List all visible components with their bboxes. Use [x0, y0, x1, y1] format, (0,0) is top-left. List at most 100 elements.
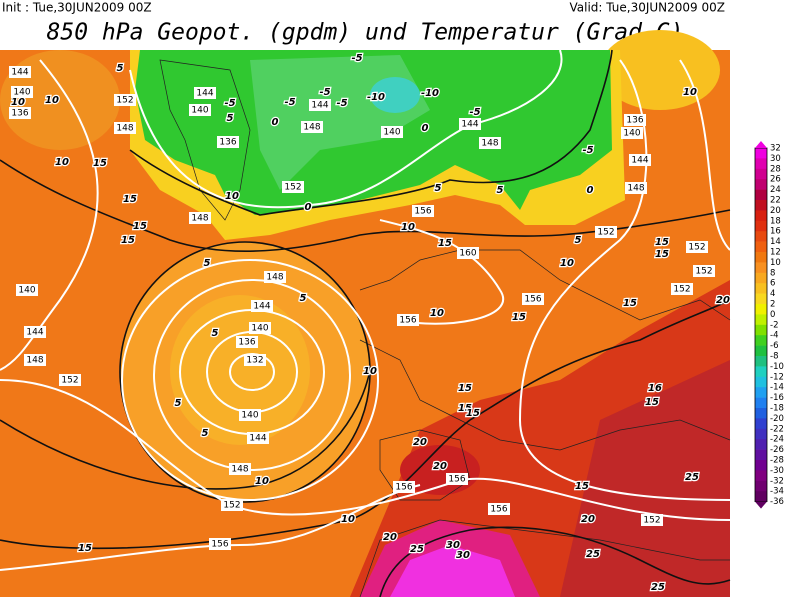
colorbar-cell	[755, 387, 767, 398]
colorbar-cell	[755, 148, 767, 159]
colorbar-label: -10	[770, 362, 784, 372]
height-label-box	[621, 127, 643, 139]
height-label: 136	[219, 138, 236, 148]
colorbar-cell	[755, 439, 767, 450]
temp-label: -5	[319, 87, 330, 98]
temp-label: 10	[45, 95, 59, 106]
height-label-box	[11, 86, 33, 98]
colorbar-label: 0	[770, 310, 775, 320]
temp-contour	[129, 49, 613, 216]
temp-contour	[0, 299, 731, 550]
height-label-box	[393, 481, 415, 493]
temp-label: 5	[497, 185, 504, 196]
temp-label: 20	[716, 295, 730, 306]
height-label-box	[686, 241, 708, 253]
temp-label: 16	[648, 383, 662, 394]
temp-label: 0	[422, 123, 429, 134]
height-label: 140	[383, 128, 400, 138]
temp-label: 15	[438, 238, 452, 249]
colorbar-label: -4	[770, 331, 778, 341]
height-label-box	[301, 121, 323, 133]
temp-label: 20	[383, 532, 397, 543]
colorbar-cell	[755, 408, 767, 419]
temp-label: 10	[430, 308, 444, 319]
temp-label: 0	[587, 185, 594, 196]
colorbar-cell	[755, 304, 767, 315]
colorbar-label: 28	[770, 164, 781, 174]
height-label-box	[189, 104, 211, 116]
height-label-box	[397, 314, 419, 326]
coastline	[359, 519, 730, 597]
height-label: 144	[311, 101, 328, 111]
temp-label: 15	[512, 312, 526, 323]
height-label: 156	[524, 295, 541, 305]
height-label-box	[217, 136, 239, 148]
temp-label: 5	[117, 63, 124, 74]
height-contour	[379, 219, 504, 325]
temp-label: 0	[272, 117, 279, 128]
colorbar: 32302826242220181614121086420-2-4-6-8-10…	[754, 141, 784, 509]
colorbar-label: -30	[770, 466, 784, 476]
height-label: 156	[211, 540, 228, 550]
height-label-box	[251, 300, 273, 312]
height-label: 156	[399, 316, 416, 326]
colorbar-label: 10	[770, 258, 781, 268]
temp-label: -10	[367, 92, 385, 103]
height-label-box	[625, 182, 647, 194]
coastline	[159, 59, 251, 221]
height-label: 132	[246, 356, 263, 366]
colorbar-cell	[755, 314, 767, 326]
height-label-box	[457, 247, 479, 259]
colorbar-cell	[755, 460, 767, 471]
height-label: 156	[448, 475, 465, 485]
height-label: 148	[627, 184, 644, 194]
valid-time: Valid: Tue,30JUN2009 00Z	[570, 1, 726, 15]
temp-label: 20	[581, 514, 595, 525]
colorbar-label: 12	[770, 248, 781, 258]
temp-label: 15	[93, 158, 107, 169]
height-label: 144	[196, 89, 213, 99]
temp-label: 15	[458, 403, 472, 414]
colorbar-label: 18	[770, 216, 781, 226]
temp-region	[560, 360, 730, 597]
height-label: 148	[303, 123, 320, 133]
temp-region	[170, 295, 310, 445]
colorbar-cell	[755, 262, 767, 274]
temp-label: 5	[204, 258, 211, 269]
height-label-box	[624, 114, 646, 126]
colorbar-cell	[755, 356, 767, 367]
temp-label: 25	[651, 582, 665, 593]
colorbar-cell	[755, 324, 767, 336]
height-contour	[121, 259, 379, 501]
temp-label: 10	[560, 258, 574, 269]
colorbar-label: -22	[770, 424, 784, 434]
colorbar-cell	[755, 220, 767, 232]
coastline	[359, 339, 731, 451]
colorbar-label: 6	[770, 279, 775, 289]
colorbar-label: -20	[770, 414, 784, 424]
temp-label: 15	[623, 298, 637, 309]
height-label: 136	[626, 116, 643, 126]
height-label-box	[239, 409, 261, 421]
height-label-box	[24, 326, 46, 338]
height-label-box	[9, 66, 31, 78]
height-label-box	[412, 205, 434, 217]
height-label: 140	[623, 129, 640, 139]
height-label: 152	[61, 376, 78, 386]
temp-label: 10	[11, 97, 25, 108]
height-label: 140	[13, 88, 30, 98]
colorbar-cell	[755, 480, 767, 492]
height-label-box	[244, 354, 266, 366]
height-label-box	[59, 374, 81, 386]
height-label: 152	[597, 228, 614, 238]
height-label-box	[479, 137, 501, 149]
temp-label: 15	[123, 194, 137, 205]
temp-label: 15	[133, 221, 147, 232]
temp-region	[390, 545, 515, 597]
temp-label: 5	[175, 398, 182, 409]
colorbar-label: 16	[770, 227, 781, 237]
height-label: 156	[490, 505, 507, 515]
colorbar-label: 4	[770, 289, 775, 299]
temp-contour	[0, 369, 371, 490]
